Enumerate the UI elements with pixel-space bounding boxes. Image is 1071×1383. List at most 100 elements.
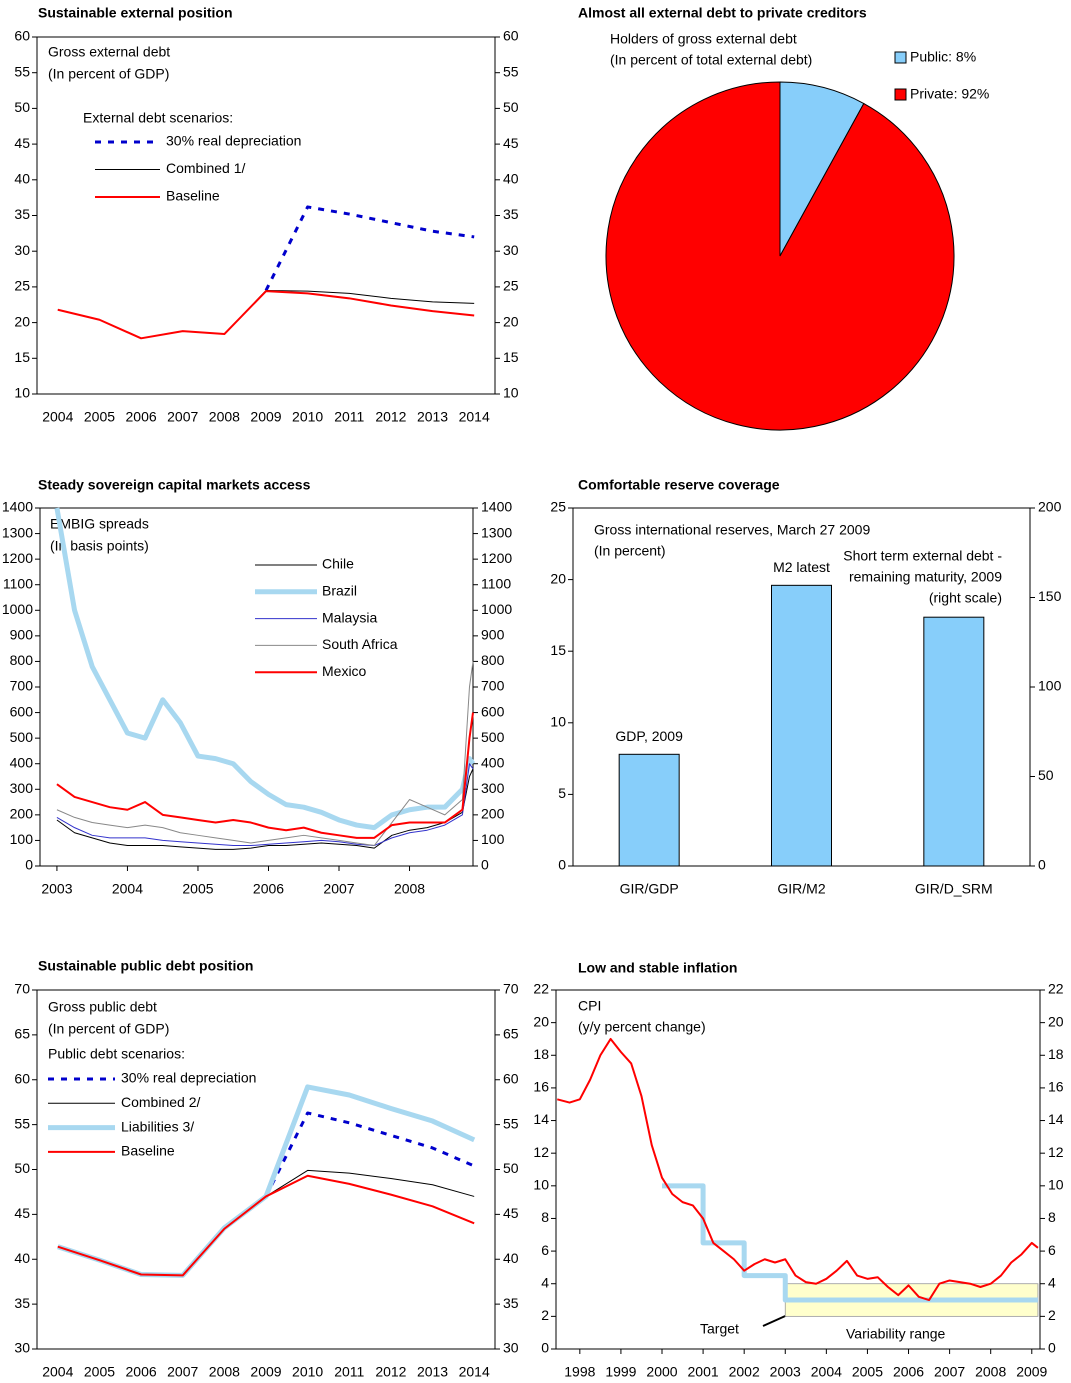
y2-tick-label: 150 bbox=[1038, 588, 1062, 604]
series-line bbox=[54, 507, 476, 831]
y-tick-label: 1000 bbox=[2, 601, 33, 617]
x-tick-label: 2006 bbox=[253, 881, 284, 897]
y-tick-label: 300 bbox=[10, 780, 34, 796]
y-tick-label: 1300 bbox=[2, 524, 33, 540]
y2-tick-label: 25 bbox=[503, 278, 519, 294]
x-tick-label: 2005 bbox=[182, 881, 213, 897]
plot-frame bbox=[555, 989, 1041, 1350]
x-tick-label: 2002 bbox=[729, 1364, 760, 1380]
y-tick-label: 1400 bbox=[2, 499, 33, 515]
x-tick-label: 2006 bbox=[893, 1364, 924, 1380]
y2-tick-label: 200 bbox=[481, 806, 505, 822]
y2-tick-label: 400 bbox=[481, 754, 505, 770]
y-tick-label: 14 bbox=[533, 1111, 549, 1127]
y2-tick-label: 50 bbox=[503, 99, 519, 115]
annotation: Holders of gross external debt bbox=[610, 31, 797, 47]
annotation: (In percent of GDP) bbox=[48, 66, 169, 82]
x-tick-label: 2006 bbox=[126, 409, 157, 425]
x-tick-label: 2010 bbox=[292, 409, 323, 425]
x-tick-label: 2009 bbox=[1016, 1364, 1047, 1380]
bar-label: GDP, 2009 bbox=[615, 728, 683, 744]
y-tick-label: 600 bbox=[10, 703, 34, 719]
annotation: (In percent of total external debt) bbox=[610, 52, 812, 68]
y-tick-label: 50 bbox=[14, 1160, 30, 1176]
y2-tick-label: 20 bbox=[503, 313, 519, 329]
legend-label: Liabilities 3/ bbox=[121, 1118, 194, 1134]
legend-swatch bbox=[894, 88, 907, 101]
y-tick-label: 30 bbox=[14, 242, 30, 258]
y2-tick-label: 15 bbox=[503, 349, 519, 365]
y-tick-label: 700 bbox=[10, 678, 34, 694]
series-line bbox=[556, 1037, 1039, 1302]
y-tick-label: 22 bbox=[533, 981, 549, 997]
x-tick-label: 2012 bbox=[375, 1364, 406, 1380]
x-tick-label: 2010 bbox=[292, 1364, 323, 1380]
y-tick-label: 4 bbox=[541, 1274, 549, 1290]
series-line bbox=[57, 289, 475, 339]
legend-label: Chile bbox=[322, 556, 354, 572]
y-tick-label: 15 bbox=[14, 349, 30, 365]
legend-label: Brazil bbox=[322, 583, 357, 599]
y2-tick-label: 45 bbox=[503, 135, 519, 151]
series-line bbox=[56, 768, 474, 850]
y2-tick-label: 55 bbox=[503, 63, 519, 79]
y2-tick-label: 10 bbox=[503, 385, 519, 401]
x-tick-label: 2007 bbox=[934, 1364, 965, 1380]
y2-tick-label: 55 bbox=[503, 1115, 519, 1131]
y2-tick-label: 60 bbox=[503, 1070, 519, 1086]
y-tick-label: 0 bbox=[541, 1340, 549, 1356]
bar bbox=[771, 584, 832, 867]
x-tick-label: 2005 bbox=[852, 1364, 883, 1380]
y-tick-label: 25 bbox=[14, 278, 30, 294]
y-tick-label: 40 bbox=[14, 171, 30, 187]
legend-label: Combined 2/ bbox=[121, 1094, 200, 1110]
annotation: External debt scenarios: bbox=[83, 110, 233, 126]
bar bbox=[618, 753, 680, 867]
x-tick-label: 2011 bbox=[334, 1364, 364, 1380]
y2-tick-label: 0 bbox=[1048, 1340, 1056, 1356]
y-tick-label: 20 bbox=[550, 570, 566, 586]
x-tick-label: 1998 bbox=[564, 1364, 595, 1380]
legend-label: Baseline bbox=[121, 1143, 175, 1159]
y2-tick-label: 20 bbox=[1048, 1013, 1064, 1029]
x-tick-label: 2008 bbox=[975, 1364, 1006, 1380]
chart-title: Comfortable reserve coverage bbox=[578, 477, 780, 493]
y2-tick-label: 1400 bbox=[481, 499, 512, 515]
y2-tick-label: 800 bbox=[481, 652, 505, 668]
y-tick-label: 60 bbox=[14, 1070, 30, 1086]
y-tick-label: 10 bbox=[550, 714, 566, 730]
chart-title: Sustainable external position bbox=[38, 5, 233, 21]
y-tick-label: 100 bbox=[10, 831, 34, 847]
y-tick-label: 65 bbox=[14, 1026, 30, 1042]
x-tick-label: 2003 bbox=[770, 1364, 801, 1380]
y2-tick-label: 10 bbox=[1048, 1177, 1064, 1193]
y2-tick-label: 16 bbox=[1048, 1079, 1064, 1095]
chart-title: Steady sovereign capital markets access bbox=[38, 477, 311, 493]
x-tick-label: 2003 bbox=[41, 881, 72, 897]
legend-label: Private: 92% bbox=[910, 86, 989, 102]
x-tick-label: 2014 bbox=[459, 1364, 490, 1380]
y2-tick-label: 65 bbox=[503, 1026, 519, 1042]
x-tick-label: 2004 bbox=[811, 1364, 842, 1380]
x-tick-label: 2007 bbox=[167, 409, 198, 425]
x-tick-label: GIR/D_SRM bbox=[915, 881, 993, 897]
x-tick-label: 2005 bbox=[84, 1364, 115, 1380]
x-tick-label: 2005 bbox=[84, 409, 115, 425]
y2-tick-label: 300 bbox=[481, 780, 505, 796]
y2-tick-label: 1000 bbox=[481, 601, 512, 617]
y-tick-label: 55 bbox=[14, 1115, 30, 1131]
y2-tick-label: 6 bbox=[1048, 1242, 1056, 1258]
legend-label: Combined 1/ bbox=[166, 160, 245, 176]
chart-title: Low and stable inflation bbox=[578, 960, 737, 976]
series-line bbox=[264, 1111, 475, 1198]
annotation: (In percent) bbox=[594, 543, 666, 559]
annotation: Gross public debt bbox=[48, 999, 157, 1015]
y2-tick-label: 500 bbox=[481, 729, 505, 745]
annotation: (right scale) bbox=[929, 590, 1002, 606]
y2-tick-label: 100 bbox=[1038, 678, 1062, 694]
y-tick-label: 50 bbox=[14, 99, 30, 115]
y2-tick-label: 45 bbox=[503, 1205, 519, 1221]
y-tick-label: 16 bbox=[533, 1079, 549, 1095]
